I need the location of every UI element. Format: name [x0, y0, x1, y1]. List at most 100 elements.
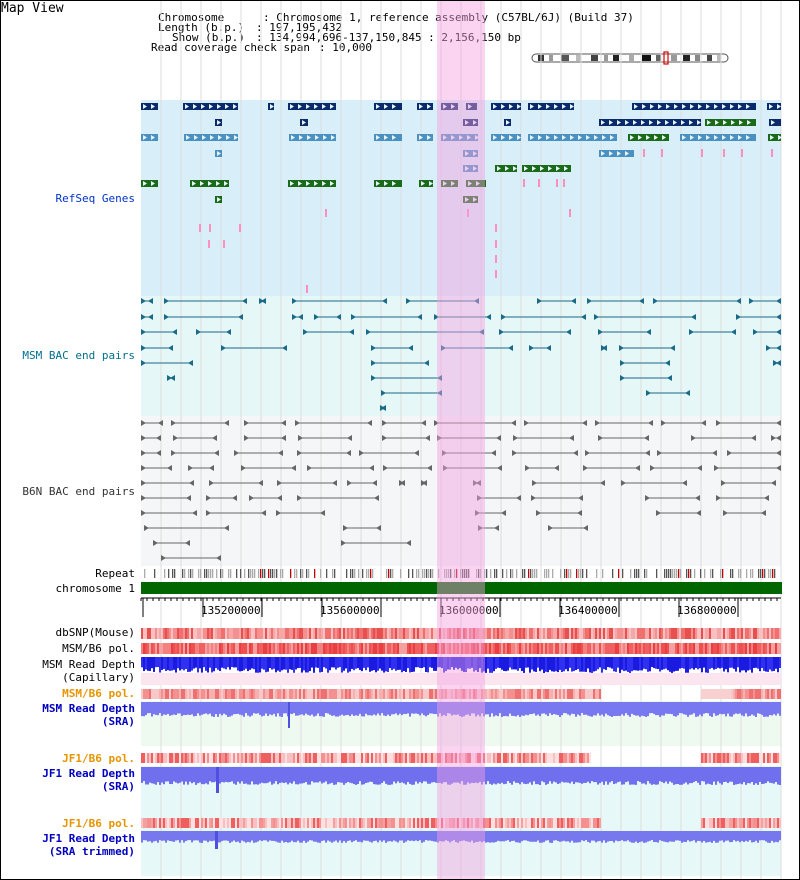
- gene-strand-arrow: [562, 135, 566, 140]
- track-label-dbsnp[interactable]: dbSNP(Mouse): [55, 626, 135, 639]
- msm-b6-pol-heat: [307, 643, 309, 654]
- jf1-b6-pol2-heat: [557, 818, 559, 828]
- jf1-depth-sra-bar: [777, 767, 779, 785]
- msm-depth-sra-bar: [177, 702, 179, 714]
- repeat-mark: [366, 569, 368, 578]
- jf1-b6-pol2-heat: [297, 818, 299, 828]
- jf1-b6-pol2-heat: [443, 818, 445, 828]
- track-label-msm-depth-sra-1[interactable]: MSM Read Depth: [42, 702, 135, 715]
- jf1-depth-sra-bar: [579, 767, 581, 783]
- jf1-depth-sra-bar: [775, 767, 777, 783]
- repeat-mark: [236, 569, 238, 578]
- msm-b6-pol2-heat: [225, 689, 227, 699]
- track-label-msm-bac[interactable]: MSM BAC end pairs: [22, 349, 135, 362]
- jf1-depth-trim-bar: [713, 831, 715, 841]
- msm-depth-cap-bar: [643, 657, 645, 669]
- jf1-b6-pol-heat: [385, 753, 387, 763]
- jf1-depth-trim-bar: [529, 831, 531, 842]
- msm-depth-cap-bar: [555, 657, 557, 672]
- msm-depth-sra-bar: [285, 702, 287, 714]
- msm-b6-pol2-heat: [233, 689, 235, 699]
- dbsnp-heat: [281, 628, 283, 639]
- track-label-b6n-bac[interactable]: B6N BAC end pairs: [22, 485, 135, 498]
- repeat-mark: [760, 569, 762, 578]
- msm-b6-pol-heat: [687, 643, 689, 654]
- repeat-mark: [164, 569, 166, 578]
- msm-depth-sra-bar: [367, 702, 369, 716]
- jf1-depth-trim-bar: [289, 831, 291, 843]
- dbsnp-heat: [655, 628, 657, 639]
- b6n-bac-pair-end: [167, 465, 172, 471]
- msm-depth-cap-bar: [573, 657, 575, 672]
- dbsnp-heat: [313, 628, 315, 639]
- dbsnp-heat: [509, 628, 511, 639]
- dbsnp-heat: [583, 628, 585, 639]
- jf1-b6-pol-heat: [421, 753, 423, 763]
- msm-bac-pair-end: [437, 390, 442, 396]
- msm-b6-pol-heat: [231, 643, 233, 654]
- track-label-repeat[interactable]: Repeat: [95, 567, 135, 580]
- msm-depth-cap-bar: [335, 657, 337, 670]
- track-label-jf1-depth-sra-1[interactable]: JF1 Read Depth: [42, 767, 135, 780]
- msm-depth-sra-bar: [491, 702, 493, 714]
- msm-depth-cap-bar: [189, 657, 191, 672]
- msm-b6-pol2-heat: [555, 689, 557, 699]
- jf1-depth-trim-bar: [229, 831, 231, 843]
- dbsnp-heat: [505, 628, 507, 639]
- track-label-jf1-b6-pol[interactable]: JF1/B6 pol.: [62, 752, 135, 765]
- msm-b6-pol-heat: [289, 643, 291, 654]
- track-label-refseq[interactable]: RefSeq Genes: [55, 192, 135, 205]
- msm-b6-pol-heat: [363, 643, 365, 654]
- track-label-jf1-b6-pol-2[interactable]: JF1/B6 pol.: [62, 817, 135, 830]
- msm-depth-cap-bar: [273, 657, 275, 669]
- msm-depth-cap-bar: [519, 657, 521, 669]
- gene-strand-arrow: [217, 120, 221, 125]
- msm-b6-pol2-heat-extra: [701, 689, 731, 699]
- repeat-mark: [770, 569, 772, 578]
- repeat-mark: [200, 569, 202, 578]
- jf1-b6-pol-heat: [249, 753, 251, 763]
- dbsnp-heat: [203, 628, 205, 639]
- msm-b6-pol-heat: [395, 643, 397, 654]
- msm-depth-cap-bar: [221, 657, 223, 668]
- jf1-b6-pol-heat: [301, 753, 303, 763]
- repeat-mark: [746, 569, 748, 578]
- gene-strand-arrow: [419, 135, 423, 140]
- repeat-mark: [154, 569, 156, 578]
- msm-bac-pair-end: [406, 298, 411, 304]
- repeat-mark: [582, 569, 584, 578]
- jf1-b6-pol-heat: [183, 753, 185, 763]
- jf1-depth-sra-bar: [245, 767, 247, 784]
- msm-b6-pol2-heat: [407, 689, 409, 699]
- track-label-jf1-depth-trim-1[interactable]: JF1 Read Depth: [42, 832, 135, 845]
- repeat-mark: [630, 569, 632, 578]
- jf1-depth-trim-bar: [265, 831, 267, 841]
- dbsnp-heat: [407, 628, 409, 639]
- jf1-b6-pol-heat: [267, 753, 269, 763]
- msm-b6-pol-heat: [755, 643, 757, 654]
- repeat-mark: [248, 569, 250, 578]
- msm-b6-pol2-heat: [357, 689, 359, 699]
- msm-b6-pol-heat: [435, 643, 437, 654]
- track-label-msm-b6-pol-2[interactable]: MSM/B6 pol.: [62, 687, 135, 700]
- jf1-depth-trim-bar: [257, 831, 259, 842]
- track-label-msm-depth-cap-1[interactable]: MSM Read Depth: [42, 658, 135, 671]
- msm-b6-pol2-heat: [501, 689, 503, 699]
- jf1-b6-pol-heat: [487, 753, 489, 763]
- repeat-mark: [448, 569, 450, 578]
- jf1-b6-pol-heat: [537, 753, 539, 763]
- jf1-b6-pol2-heat: [503, 818, 505, 828]
- msm-depth-cap-bar: [687, 657, 689, 673]
- msm-depth-sra-bar: [677, 702, 679, 716]
- b6n-bac-pair-end: [158, 420, 163, 426]
- dbsnp-heat: [777, 628, 779, 639]
- jf1-depth-trim-bar: [475, 831, 477, 842]
- dbsnp-heat: [575, 628, 577, 639]
- gene-strand-arrow: [315, 135, 319, 140]
- dbsnp-heat: [459, 628, 461, 639]
- gene-strand-arrow: [322, 181, 326, 186]
- jf1-b6-pol-heat: [711, 753, 713, 763]
- jf1-depth-trim-bar: [165, 831, 167, 843]
- track-label-msm-b6-pol[interactable]: MSM/B6 pol.: [62, 642, 135, 655]
- jf1-b6-pol2-heat: [471, 818, 473, 828]
